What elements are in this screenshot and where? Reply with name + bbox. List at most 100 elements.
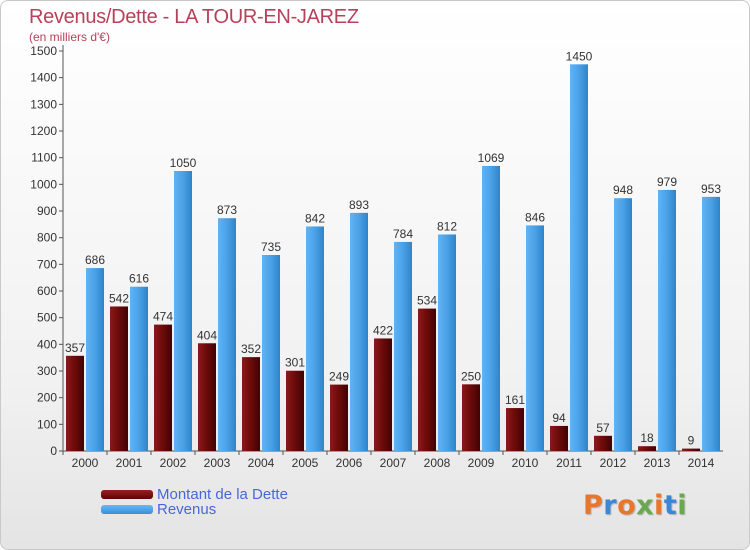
y-tick-label: 200 [37,391,57,405]
x-tick-label: 2005 [292,456,319,470]
x-tick-label: 2010 [512,456,539,470]
x-tick-label: 2013 [644,456,671,470]
chart-subtitle: (en milliers d'€) [29,30,110,44]
bar-revenus [438,234,456,451]
y-tick-label: 800 [37,231,57,245]
data-label-revenus: 893 [349,198,369,212]
bar-revenus [262,255,280,451]
data-label-revenus: 948 [613,183,633,197]
y-tick-label: 0 [50,444,57,458]
bar-dette [638,446,656,451]
x-tick-label: 2002 [160,456,187,470]
data-label-revenus: 686 [85,253,105,267]
data-label-revenus: 616 [129,272,149,286]
y-tick-label: 1500 [30,44,57,58]
data-label-dette: 249 [329,370,349,384]
logo-letter: o [617,490,637,521]
y-tick-label: 600 [37,284,57,298]
y-tick-label: 500 [37,311,57,325]
data-label-revenus: 1050 [170,156,197,170]
data-label-revenus: 842 [305,211,325,225]
legend-swatch-revenus [101,505,153,514]
data-label-dette: 57 [596,421,610,435]
data-label-revenus: 812 [437,219,457,233]
data-label-dette: 352 [241,342,261,356]
bar-revenus [614,198,632,451]
data-label-revenus: 784 [393,227,413,241]
data-label-revenus: 953 [701,182,721,196]
data-label-dette: 404 [197,328,217,342]
y-tick-label: 1200 [30,124,57,138]
bar-revenus [394,241,412,451]
bar-revenus [86,268,104,451]
data-label-dette: 250 [461,369,481,383]
bar-revenus [306,226,324,451]
y-tick-label: 700 [37,257,57,271]
bar-dette [682,448,700,451]
y-tick-label: 300 [37,364,57,378]
y-tick-label: 1100 [31,151,57,165]
data-label-revenus: 846 [525,210,545,224]
x-tick-label: 2012 [600,456,627,470]
bar-dette [418,308,436,451]
data-label-dette: 422 [373,323,393,337]
y-tick-label: 1300 [30,97,57,111]
bar-dette [198,343,216,451]
y-tick-label: 900 [37,204,57,218]
bar-revenus [658,189,676,451]
data-label-revenus: 1450 [566,49,593,63]
bar-dette [154,324,172,451]
legend-swatch-debt [101,490,153,499]
bar-revenus [174,171,192,451]
data-label-dette: 474 [153,310,173,324]
legend-label-debt: Montant de la Dette [157,486,288,503]
bar-dette [286,370,304,451]
data-label-dette: 357 [65,341,85,355]
x-tick-label: 2007 [380,456,407,470]
data-label-revenus: 735 [261,240,281,254]
x-tick-label: 2008 [424,456,451,470]
bar-revenus [570,64,588,452]
x-tick-label: 2006 [336,456,363,470]
logo-letter: i [677,490,687,521]
logo-letter: i [654,490,664,521]
x-tick-label: 2011 [556,456,582,470]
logo-letter: r [603,490,618,521]
bar-dette [594,435,612,451]
bar-dette [462,384,480,451]
x-tick-label: 2004 [248,456,275,470]
logo-letter: t [663,490,678,521]
legend-label-revenus: Revenus [157,501,217,518]
data-label-revenus: 1069 [478,151,505,165]
bar-dette [66,355,84,451]
y-tick-label: 400 [37,337,57,351]
x-tick-label: 2003 [204,456,231,470]
chart-title: Revenus/Dette - LA TOUR-EN-JAREZ [29,6,359,28]
x-tick-label: 2014 [688,456,715,470]
bar-dette [330,384,348,451]
bar-revenus [218,218,236,451]
x-tick-label: 2000 [72,456,99,470]
bar-revenus [526,225,544,451]
bar-dette [374,338,392,451]
y-tick-label: 100 [37,417,57,431]
logo-letter: P [582,490,604,521]
bar-revenus [482,165,500,451]
data-label-revenus: 873 [217,203,237,217]
bar-dette [550,425,568,451]
data-label-dette: 161 [505,393,525,407]
data-label-revenus: 979 [657,175,677,189]
x-tick-label: 2009 [468,456,495,470]
bar-dette [242,357,260,451]
proxiti-logo: Proxiti [583,490,687,521]
data-label-dette: 301 [285,356,305,370]
data-label-dette: 542 [109,291,129,305]
bar-revenus [702,196,720,451]
bar-revenus [130,286,148,451]
bar-revenus [350,212,368,451]
data-label-dette: 9 [688,434,695,448]
data-label-dette: 534 [417,294,437,308]
logo-letter: x [636,490,655,521]
